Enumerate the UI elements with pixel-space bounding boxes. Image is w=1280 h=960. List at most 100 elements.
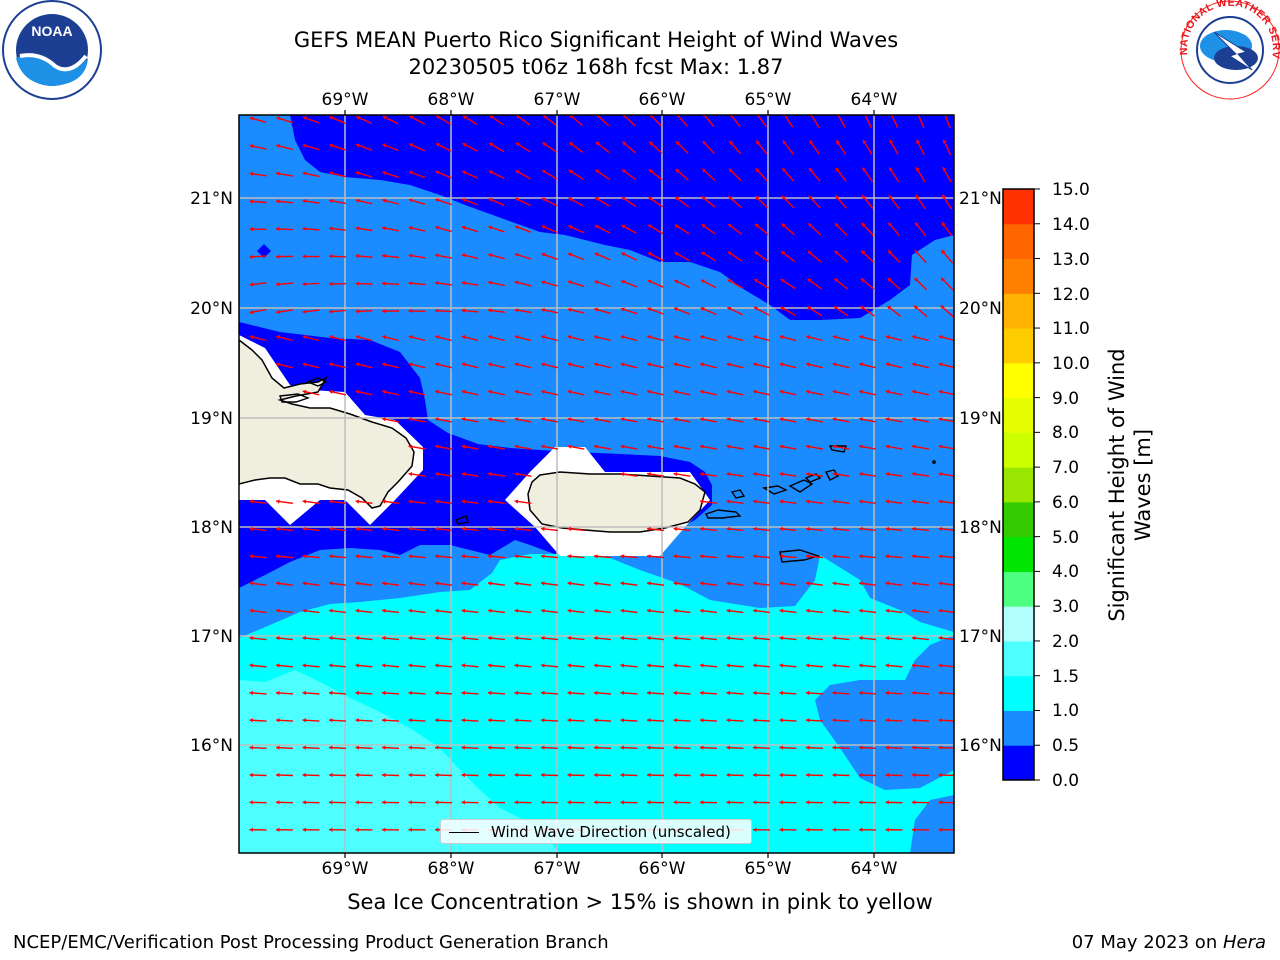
wave-arrow-head [567,526,572,532]
wave-arrow-head [938,472,943,477]
wave-arrow-head [753,581,757,586]
wave-arrow-head [620,690,625,696]
wave-arrow-head [567,554,572,559]
wave-arrow-head [621,224,626,229]
footer-host: Hera [1222,932,1266,953]
colorbar-tick-label: 9.0 [1052,389,1080,409]
wave-arrow-head [276,282,280,287]
wave-arrow-head [461,745,465,750]
wave-arrow-head [888,222,893,227]
wave-arrow-head [355,772,359,778]
wave-arrow-head [594,362,598,367]
wave-arrow-head [355,499,360,504]
wave-arrow-head [807,251,812,255]
wave-arrow-head [355,335,360,340]
colorbar-segment [1003,189,1034,225]
wave-arrow-head [728,224,733,228]
wave-arrow-head [329,309,333,314]
wave-arrow-head [489,142,494,147]
wave-arrow-head [329,362,333,367]
colorbar-tick-label: 11.0 [1052,319,1090,339]
wave-arrow-head [885,690,890,696]
wave-arrow-head [541,663,545,668]
wave-arrow-head [355,718,359,723]
wave-arrow-head [701,252,706,256]
colorbar-tick-label: 13.0 [1052,250,1090,270]
wave-arrow [890,115,899,128]
wave-arrow-head [781,251,786,256]
wave-arrow-head [514,772,518,778]
wave-arrow-head [806,772,810,778]
wave-arrow-head [488,772,492,778]
wave-arrow-head [675,169,680,173]
wave-arrow-head [806,581,810,586]
wave-arrow-head [302,526,307,532]
wave-arrow-head [302,608,307,613]
wave-arrow-head [488,800,492,805]
wave-arrow-head [594,417,598,422]
wave-arrow-head [302,335,307,340]
wave-arrow-head [859,772,863,778]
wave-arrow-head [912,554,916,559]
wave-arrow-head [594,800,598,805]
wave-arrow-head [779,335,784,340]
wave-arrow-head [249,690,254,696]
wave-arrow-head [435,308,439,313]
wave-arrow-head [859,827,863,832]
wave-arrow-head [832,472,837,477]
land-puerto-rico [527,471,706,533]
wave-arrow-head [700,499,704,504]
colorbar-tick-label: 4.0 [1052,562,1080,582]
wave-arrow-head [408,800,412,805]
wave-arrow-head [885,526,890,532]
wave-arrow-head [435,554,439,559]
wave-arrow-head [620,608,625,613]
wave-arrow-head [942,167,947,172]
wave-arrow-head [276,116,281,121]
wave-arrow-head [647,472,651,477]
wave-arrow-head [461,663,466,668]
wave-arrow-head [276,335,281,340]
wave-arrow-head [859,663,863,668]
wave-arrow-head [542,142,547,147]
wave-arrow-head [755,196,760,200]
lat-label: 16°N [190,736,233,756]
wave-arrow-head [514,718,518,723]
wave-arrow-head [461,444,466,449]
wave-arrow-head [541,690,545,696]
wave-arrow-head [541,308,545,313]
wave-arrow-head [382,745,386,750]
wave-arrow-head [329,198,333,204]
wave-arrow-head [859,526,863,532]
caption: Sea Ice Concentration > 15% is shown in … [0,890,1280,914]
lat-labels-right: 21°N 20°N 19°N 18°N 17°N 16°N [959,189,1002,756]
wave-arrow-head [782,195,786,200]
colorbar-tick-label: 0.5 [1052,736,1080,756]
wave-arrow-head [885,335,890,340]
wave-arrow-head [806,636,810,641]
colorbar-segment [1003,258,1034,294]
wave-arrow-head [832,526,837,532]
wave-arrow-head [514,280,519,285]
wave-arrow-head [408,444,413,449]
wave-arrow-head [514,472,519,477]
wave-arrow-head [488,472,492,477]
wave-arrow-head [382,389,386,394]
wave-arrow-head [514,362,519,367]
wave-arrow-head [620,417,625,422]
wave-arrow-head [355,389,360,394]
svg-text:NATIONAL WEATHER SERVICE: NATIONAL WEATHER SERVICE [0,0,1280,60]
colorbar-segment [1003,571,1034,607]
wave-arrow-head [488,389,492,394]
wave-arrow-head [541,389,545,394]
wave-arrow-head [861,250,866,255]
footer-credit: NCEP/EMC/Verification Post Processing Pr… [13,932,609,953]
wave-arrow-head [594,772,598,778]
wave-arrow-head [727,306,732,311]
wave-arrow-head [912,636,916,641]
wave-arrow-head [885,499,890,504]
wave-arrow-head [779,554,784,559]
wave-arrow-head [567,389,572,394]
wave-arrow-head [782,140,787,145]
wave-arrow-head [567,690,572,696]
